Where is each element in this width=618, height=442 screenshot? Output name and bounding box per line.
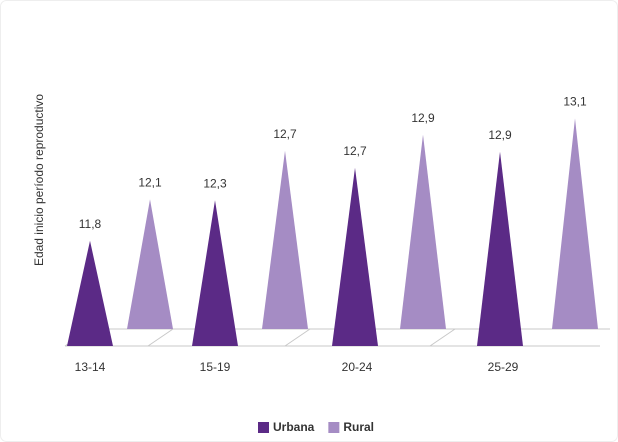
data-label: 12,7 [343, 144, 367, 158]
x-tick-label: 15-19 [200, 360, 231, 374]
legend-swatch [258, 422, 269, 433]
legend-label: Urbana [273, 420, 315, 434]
bar [127, 199, 173, 329]
bar [332, 167, 378, 346]
data-label: 12,1 [138, 176, 162, 190]
bar [400, 134, 446, 329]
data-label: 11,8 [79, 217, 102, 231]
data-label: 12,9 [411, 111, 435, 125]
bar [262, 150, 308, 329]
data-label: 13,1 [563, 95, 587, 109]
data-label: 12,3 [203, 176, 227, 190]
data-label: 12,7 [273, 127, 297, 141]
y-axis-label: Edad inicio período reproductivo [32, 94, 46, 266]
bar [192, 200, 238, 346]
x-tick-label: 25-29 [488, 360, 519, 374]
x-tick-label: 13-14 [75, 360, 106, 374]
bar [67, 240, 113, 346]
x-tick-label: 20-24 [342, 360, 373, 374]
bar [477, 151, 523, 346]
legend-swatch [328, 422, 340, 433]
legend-label: Rural [343, 420, 374, 434]
data-label: 12,9 [488, 128, 512, 142]
bar [552, 118, 598, 330]
